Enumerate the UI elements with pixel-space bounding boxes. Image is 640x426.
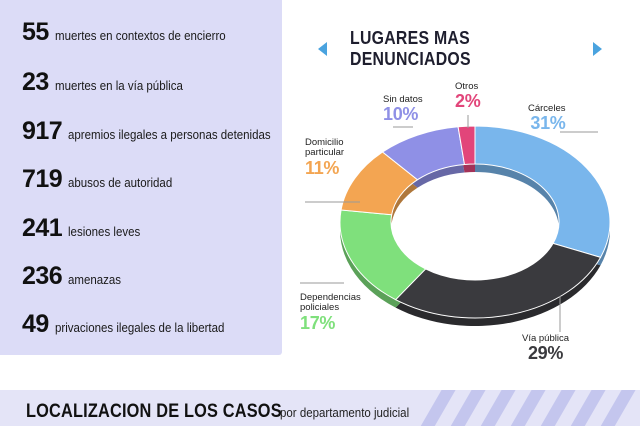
slice-name: Domicilio [305, 137, 344, 148]
stat-number: 241 [22, 214, 63, 242]
chart-title: LUGARES MAS DENUNCIADOS [350, 28, 471, 69]
slice-name: Vía pública [522, 333, 570, 344]
triangle-left-icon [318, 42, 327, 56]
stat-label: muertes en contextos de encierro [54, 29, 226, 43]
stat-label: muertes en la vía pública [54, 79, 183, 93]
slice-name: Otros [455, 81, 479, 92]
chart-title-bar: LUGARES MAS DENUNCIADOS [318, 28, 602, 69]
donut-slice [394, 242, 602, 319]
donut-slice [457, 125, 476, 165]
slice-percent: 31% [530, 113, 566, 134]
triangle-right-icon [593, 42, 602, 56]
slice-name: particular [305, 147, 345, 159]
stat-label: abusos de autoridad [68, 176, 173, 190]
stat-row: 241 lesiones leves [22, 214, 147, 243]
footer-subtitle: por departamento judicial [280, 406, 410, 420]
stat-label: apremios ilegales a personas detenidas [68, 128, 271, 142]
donut-slice [474, 125, 611, 258]
stat-row: 236 amenazas [22, 262, 126, 291]
slice-name: Dependencias [300, 292, 361, 303]
footer-band [0, 390, 640, 426]
slice-name: policiales [300, 302, 340, 314]
slice-percent: 11% [305, 157, 340, 178]
slice-percent: 29% [527, 343, 564, 364]
slice-name: Sin datos [383, 94, 423, 105]
stat-number: 917 [22, 117, 63, 145]
stat-number: 23 [22, 68, 49, 96]
slice-label: Vía pública 29% [522, 333, 570, 364]
slice-label: Cárceles 31% [528, 103, 566, 134]
footer-title: LOCALIZACION DE LOS CASOS [26, 401, 282, 422]
stat-number: 55 [22, 18, 49, 46]
stat-number: 49 [22, 310, 49, 338]
stat-label: amenazas [68, 273, 122, 287]
slice-label: Domicilio particular 11% [305, 137, 345, 179]
stat-row: 917 apremios ilegales a personas detenida… [22, 117, 289, 146]
slice-label: Otros 2% [455, 81, 481, 112]
slice-percent: 17% [300, 312, 336, 333]
stat-number: 236 [22, 262, 63, 290]
stat-row: 719 abusos de autoridad [22, 165, 182, 194]
slice-label: Dependencias policiales 17% [300, 292, 361, 334]
slice-percent: 10% [383, 104, 419, 125]
stats-panel: 55 muertes en contextos de encierro 23 muer… [0, 0, 282, 355]
slice-label: Sin datos 10% [383, 94, 423, 125]
stat-row: 23 muertes en la vía pública [22, 68, 194, 97]
stat-label: lesiones leves [68, 225, 141, 239]
stat-row: 55 muertes en contextos de encierro [22, 18, 240, 47]
stat-number: 719 [22, 165, 63, 193]
slice-name: Cárceles [528, 103, 566, 114]
stat-label: privaciones ilegales de la libertad [54, 321, 225, 335]
slice-percent: 2% [455, 91, 481, 112]
stat-row: 49 privaciones ilegales de la libertad [22, 310, 239, 339]
